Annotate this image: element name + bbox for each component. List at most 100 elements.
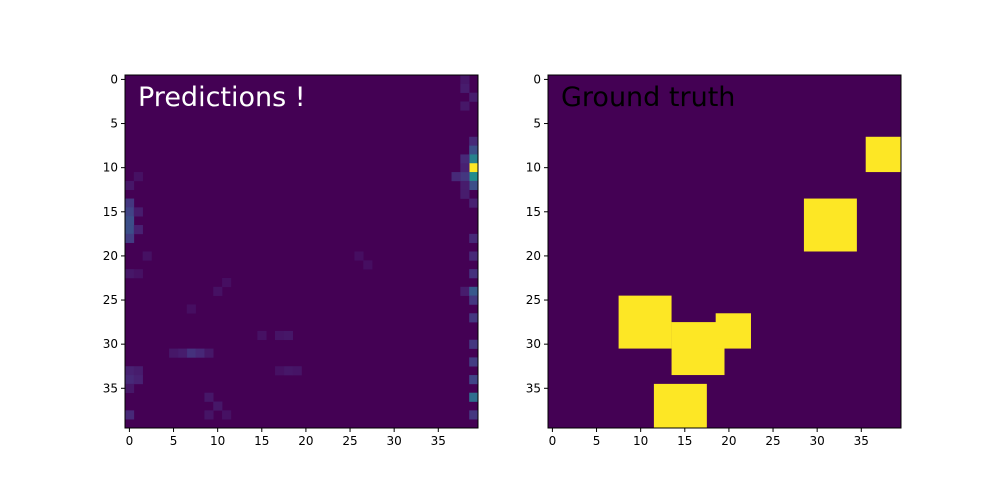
- heatmap-cell: [133, 225, 143, 235]
- heatmap-cell: [460, 163, 470, 173]
- heatmap-cell: [125, 269, 135, 279]
- heatmap-cell: [204, 392, 214, 402]
- y-tick-label: 30: [103, 337, 118, 351]
- x-tick-label: 30: [387, 434, 402, 448]
- heatmap-cell: [460, 180, 470, 191]
- heatmap-cell: [125, 198, 135, 208]
- heatmap-cell: [125, 207, 135, 217]
- y-tick-label: 0: [533, 72, 541, 86]
- y-tick-label: 25: [526, 293, 541, 307]
- heatmap-cell: [460, 154, 470, 164]
- heatmap-cell: [469, 392, 479, 402]
- heatmap-block: [715, 313, 751, 349]
- heatmap-cell: [257, 330, 267, 341]
- heatmap-cell: [204, 410, 214, 420]
- y-tick-label: 25: [103, 293, 118, 307]
- heatmap-block: [865, 136, 901, 173]
- x-tick-label: 5: [593, 434, 601, 448]
- heatmap-cell: [469, 251, 479, 261]
- heatmap-cell: [469, 163, 479, 173]
- heatmap-cell: [469, 154, 479, 164]
- heatmap-cell: [125, 375, 135, 385]
- heatmap-cell: [460, 189, 470, 199]
- x-tick-label: 0: [126, 434, 134, 448]
- heatmap-cell: [469, 313, 479, 323]
- x-tick-label: 25: [765, 434, 780, 448]
- x-tick-label: 15: [677, 434, 692, 448]
- x-tick-label: 35: [431, 434, 446, 448]
- heatmap-cell: [125, 225, 135, 235]
- axes-frame: [124, 74, 479, 429]
- heatmap-cell: [283, 330, 293, 341]
- x-tick-label: 5: [170, 434, 178, 448]
- heatmap-cell: [283, 366, 293, 376]
- heatmap-cell: [469, 145, 479, 155]
- y-tick-label: 30: [526, 337, 541, 351]
- y-tick-label: 10: [526, 161, 541, 175]
- heatmap-cell: [460, 83, 470, 93]
- heatmap-cell: [222, 410, 232, 420]
- y-tick-label: 35: [103, 381, 118, 395]
- heatmap-cell: [142, 251, 152, 261]
- y-tick-label: 20: [526, 249, 541, 263]
- heatmap-cell: [213, 401, 223, 411]
- x-tick-label: 25: [342, 434, 357, 448]
- y-tick-label: 10: [103, 161, 118, 175]
- heatmap-cell: [292, 366, 302, 376]
- heatmap-cell: [469, 136, 479, 146]
- heatmap-cell: [169, 348, 179, 358]
- heatmap-cell: [125, 366, 135, 376]
- x-tick-label: 15: [254, 434, 269, 448]
- heatmap-cell: [460, 172, 470, 182]
- y-tick-label: 35: [526, 381, 541, 395]
- heatmap-cell: [213, 286, 223, 296]
- heatmap-cell: [222, 277, 232, 288]
- heatmap-cell: [460, 101, 470, 111]
- heatmap-cell: [125, 216, 135, 226]
- heatmap-cell: [469, 339, 479, 349]
- heatmap-cell: [125, 410, 135, 420]
- heatmap-cell: [469, 286, 479, 296]
- heatmap-cell: [460, 286, 470, 296]
- heatmap-cell: [275, 330, 285, 341]
- x-tick-label: 0: [549, 434, 557, 448]
- heatmap-cell: [354, 251, 364, 261]
- heatmap-cell: [186, 348, 196, 358]
- heatmap-cell: [177, 348, 188, 358]
- heatmap-cell: [469, 92, 479, 102]
- axes-frame: [547, 74, 902, 429]
- heatmap-cell: [125, 180, 135, 191]
- ground-truth-panel: Ground truth 0 5 10 15 20 25 30 35 0 5 10 15 20 25 30 35: [526, 72, 902, 448]
- heatmap-block: [618, 295, 672, 349]
- heatmap-cell: [133, 269, 143, 279]
- x-tick-label: 20: [298, 434, 313, 448]
- heatmap-cell: [125, 383, 135, 393]
- predictions-panel: Predictions ! 0 5 10 15 20 25 30 35 0 5 10 15 20 25 30 3…: [103, 72, 479, 448]
- heatmap-cell: [133, 172, 143, 182]
- heatmap-cell: [275, 366, 285, 376]
- x-tick-label: 35: [854, 434, 869, 448]
- heatmap-cell: [363, 260, 373, 270]
- heatmap-cell: [469, 198, 479, 208]
- heatmap-cell: [469, 375, 479, 385]
- heatmap-cell: [460, 75, 470, 85]
- y-tick-label: 5: [533, 117, 541, 131]
- panel-overlay-title: Ground truth: [561, 82, 735, 113]
- heatmap-cell: [469, 180, 479, 191]
- heatmap-cell: [133, 375, 143, 385]
- heatmap-cell: [469, 410, 479, 420]
- heatmap-cell: [451, 172, 461, 182]
- heatmap-block: [803, 198, 857, 252]
- heatmap-cell: [469, 295, 479, 305]
- heatmap-cell: [204, 348, 214, 358]
- y-tick-label: 15: [526, 205, 541, 219]
- y-tick-label: 0: [110, 72, 118, 86]
- heatmap-cell: [125, 233, 135, 243]
- heatmap-cell: [133, 207, 143, 217]
- heatmap-cell: [195, 348, 205, 358]
- heatmap-cell: [186, 304, 196, 314]
- panel-overlay-title: Predictions !: [138, 82, 306, 113]
- heatmap-cell: [133, 366, 143, 376]
- x-tick-label: 30: [810, 434, 825, 448]
